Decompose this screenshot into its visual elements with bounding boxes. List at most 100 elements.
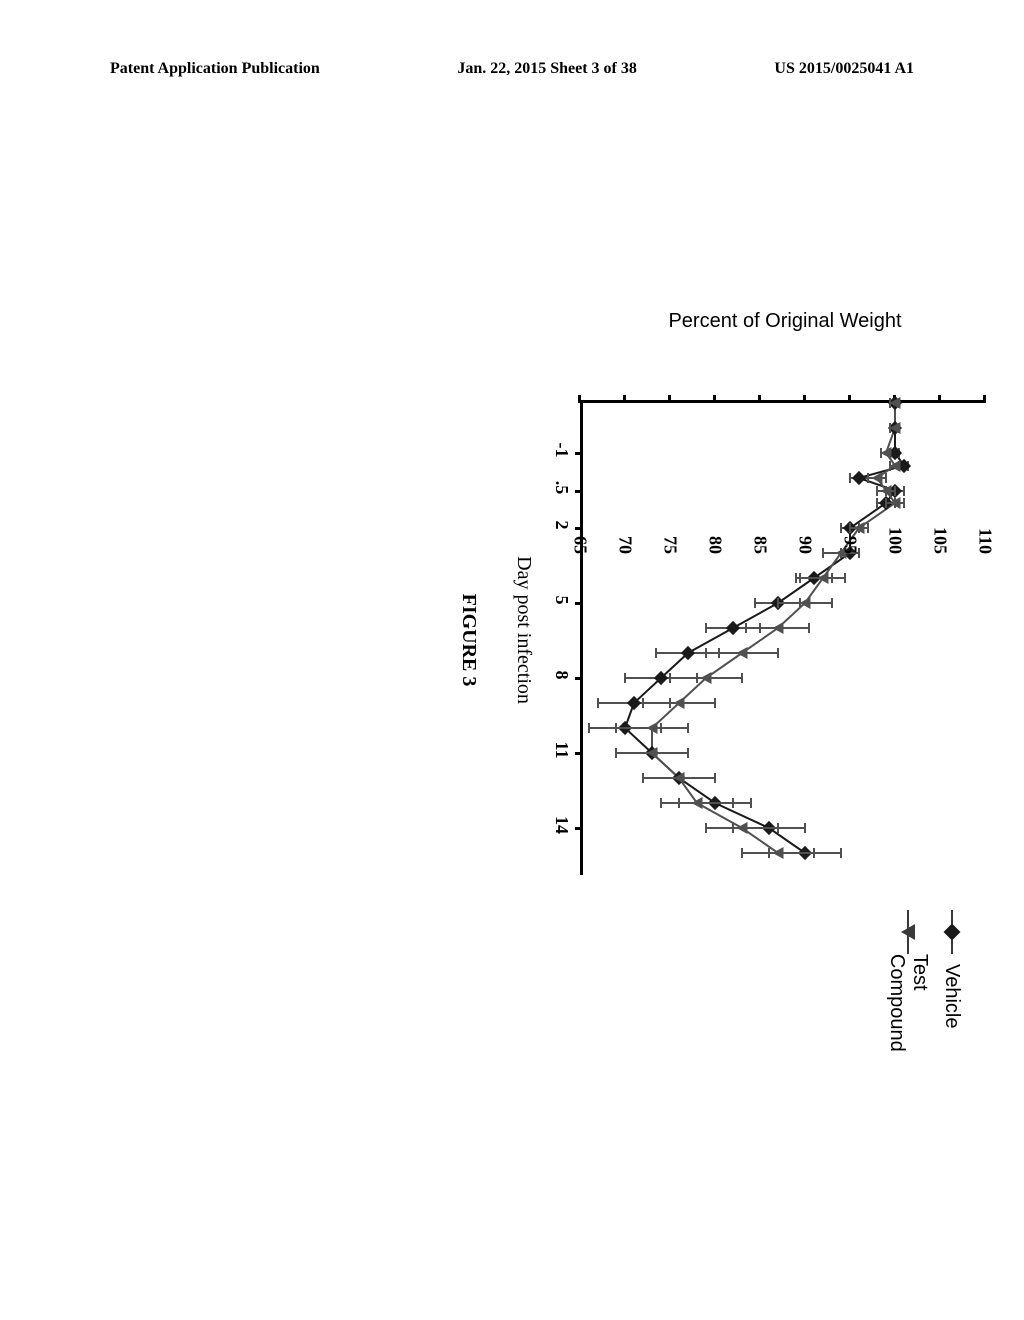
x-tick-label: 5: [551, 596, 572, 605]
header-left: Patent Application Publication: [110, 60, 320, 78]
legend-label: Test Compound: [885, 954, 931, 1062]
legend-marker-triangle: [895, 910, 921, 944]
error-cap: [777, 823, 779, 833]
y-tick-label: 105: [930, 527, 951, 554]
error-cap: [597, 698, 599, 708]
triangle-marker: [881, 485, 892, 497]
error-cap: [804, 823, 806, 833]
legend-item-test-compound: Test Compound: [895, 910, 921, 1062]
y-tick-label: 110: [975, 528, 996, 554]
error-cap: [732, 798, 734, 808]
legend-item-vehicle: Vehicle: [939, 910, 965, 1062]
error-cap: [642, 698, 644, 708]
figure-caption: FIGURE 3: [457, 594, 480, 687]
error-cap: [885, 473, 887, 483]
x-tick-label: 2: [551, 521, 572, 530]
error-cap: [867, 523, 869, 533]
triangle-marker: [737, 822, 748, 834]
triangle-marker: [890, 460, 901, 472]
error-cap: [669, 673, 671, 683]
triangle-marker: [647, 747, 658, 759]
y-tick-label: 90: [795, 536, 816, 554]
error-cap: [840, 848, 842, 858]
triangle-marker: [674, 772, 685, 784]
triangle-marker: [872, 472, 883, 484]
chart-container: Percent of Original Weight Day post infe…: [5, 320, 1024, 1040]
error-cap: [750, 798, 752, 808]
error-cap: [840, 523, 842, 533]
triangle-marker: [890, 397, 901, 409]
x-axis-label: Day post infection: [512, 556, 535, 704]
error-cap: [894, 486, 896, 496]
error-cap: [876, 498, 878, 508]
error-cap: [705, 623, 707, 633]
triangle-marker: [800, 597, 811, 609]
triangle-marker: [773, 622, 784, 634]
x-tick-label: .5: [551, 481, 572, 495]
error-cap: [809, 623, 811, 633]
error-cap: [741, 848, 743, 858]
error-cap: [687, 748, 689, 758]
header-center: Jan. 22, 2015 Sheet 3 of 38: [457, 60, 637, 78]
error-cap: [903, 486, 905, 496]
triangle-marker: [773, 847, 784, 859]
triangle-marker: [674, 697, 685, 709]
triangle-marker: [890, 422, 901, 434]
error-cap: [705, 823, 707, 833]
error-cap: [822, 548, 824, 558]
y-tick-label: 70: [615, 536, 636, 554]
y-tick-label: 65: [570, 536, 591, 554]
plot-area: [580, 400, 985, 875]
error-cap: [885, 498, 887, 508]
error-cap: [615, 748, 617, 758]
error-cap: [687, 723, 689, 733]
triangle-marker: [701, 672, 712, 684]
triangle-marker: [818, 572, 829, 584]
triangle-marker: [881, 447, 892, 459]
error-cap: [777, 598, 779, 608]
error-cap: [642, 773, 644, 783]
triangle-marker: [737, 647, 748, 659]
x-tick-label: 8: [551, 671, 572, 680]
error-cap: [755, 598, 757, 608]
x-tick-label: 11: [551, 741, 572, 758]
triangle-marker: [647, 722, 658, 734]
error-cap: [714, 698, 716, 708]
x-tick-label: -1: [551, 443, 572, 458]
error-cap: [813, 848, 815, 858]
error-cap: [624, 673, 626, 683]
legend-label: Vehicle: [941, 964, 964, 1029]
legend: Vehicle Test Compound: [877, 910, 965, 1062]
x-tick-label: 14: [551, 816, 572, 834]
y-tick-label: 100: [885, 527, 906, 554]
error-cap: [741, 673, 743, 683]
y-tick-label: 85: [750, 536, 771, 554]
y-tick-label: 75: [660, 536, 681, 554]
error-cap: [777, 648, 779, 658]
header-right: US 2015/0025041 A1: [774, 60, 914, 78]
error-cap: [795, 573, 797, 583]
error-cap: [876, 486, 878, 496]
y-tick-label: 80: [705, 536, 726, 554]
triangle-marker: [890, 497, 901, 509]
error-cap: [831, 598, 833, 608]
error-cap: [845, 573, 847, 583]
error-cap: [656, 648, 658, 658]
error-cap: [849, 473, 851, 483]
legend-marker-diamond: [939, 910, 965, 954]
error-cap: [800, 573, 802, 583]
triangle-marker: [854, 522, 865, 534]
diamond-icon: [944, 924, 961, 941]
error-cap: [714, 773, 716, 783]
error-cap: [849, 523, 851, 533]
error-cap: [867, 473, 869, 483]
page-header: Patent Application Publication Jan. 22, …: [0, 60, 1024, 78]
error-cap: [615, 723, 617, 733]
y-tick-label: 95: [840, 536, 861, 554]
y-axis-label: Percent of Original Weight: [668, 310, 901, 333]
triangle-icon: [901, 924, 915, 940]
error-cap: [746, 623, 748, 633]
error-cap: [903, 498, 905, 508]
error-cap: [660, 798, 662, 808]
error-cap: [705, 648, 707, 658]
